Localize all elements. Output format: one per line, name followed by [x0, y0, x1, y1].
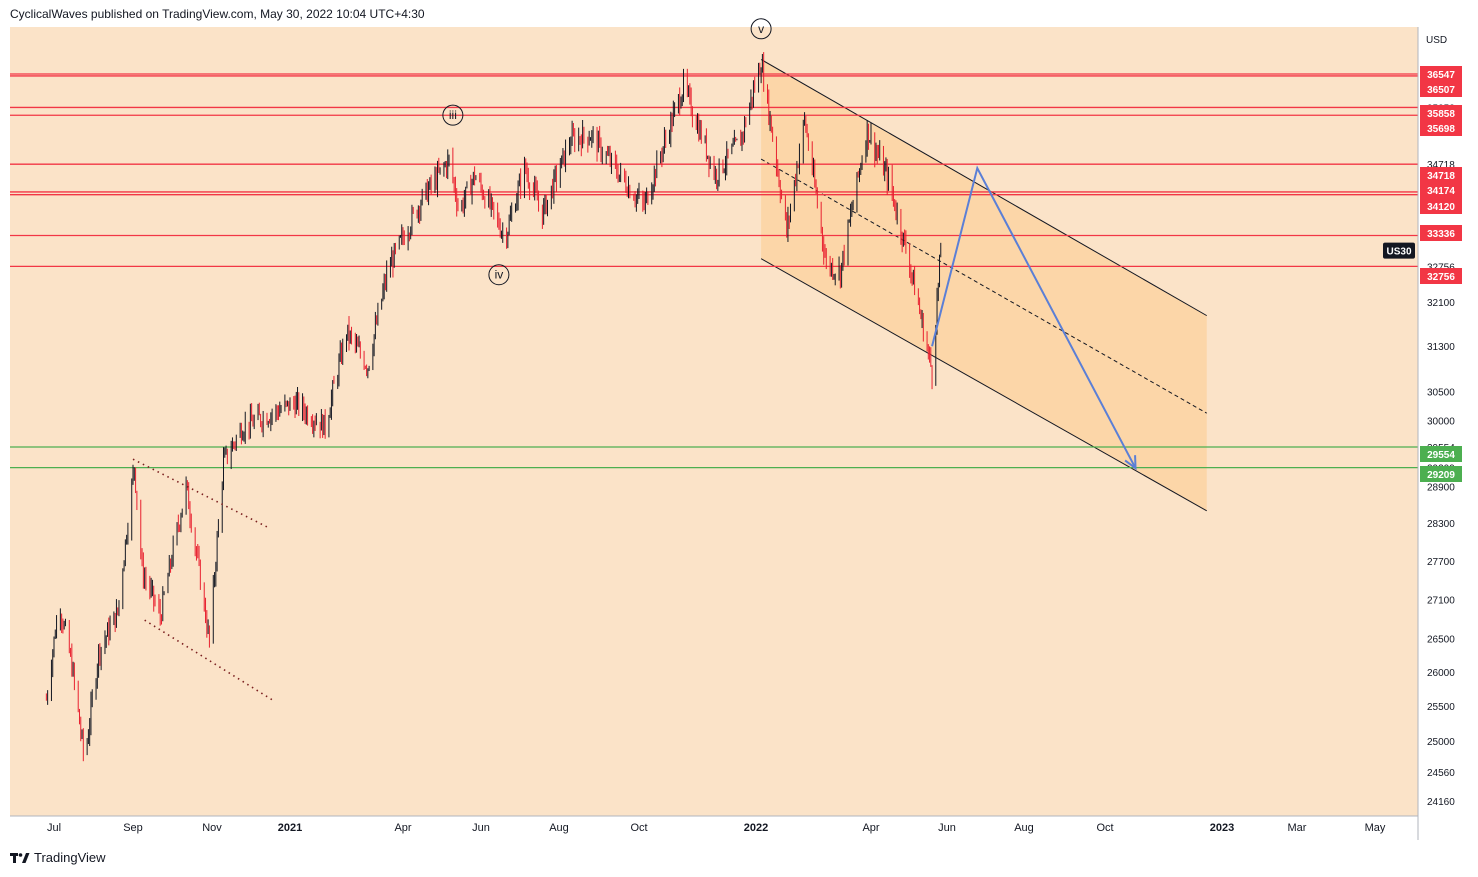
- price-label-box-36507: [1420, 81, 1462, 97]
- wave-label-v: v: [758, 22, 764, 36]
- channel-fill: [761, 59, 1207, 511]
- price-labels: 36547 36507 35858 35698 34718 34174 34120 33336…: [1420, 66, 1462, 482]
- tradingview-logo-icon: [10, 851, 30, 865]
- price-label-box-35698: [1420, 120, 1462, 136]
- time-tick-Aug: Aug: [1014, 822, 1034, 834]
- wave-label-iii: iii: [449, 108, 457, 122]
- price-tick-27700: 27700: [1427, 557, 1455, 568]
- publish-header: CyclicalWaves published on TradingView.c…: [10, 7, 425, 21]
- wave-circle-iii: [442, 104, 464, 126]
- price-tick-32100: 32100: [1427, 298, 1455, 309]
- price-label-29209: 29209: [1427, 470, 1455, 481]
- time-tick-Apr: Apr: [862, 822, 879, 834]
- price-label-box-34718: [1420, 167, 1462, 183]
- time-tick-Oct: Oct: [630, 822, 647, 834]
- price-tick-24560: 24560: [1427, 768, 1455, 779]
- price-label-34174: 34174: [1427, 186, 1455, 197]
- price-tick-28900: 28900: [1427, 482, 1455, 493]
- price-label-box-36547: [1420, 66, 1462, 82]
- time-tick-Jun: Jun: [472, 822, 490, 834]
- falling-wedge: [132, 458, 276, 703]
- price-label-box-34120: [1420, 198, 1462, 214]
- time-tick-Oct: Oct: [1096, 822, 1113, 834]
- price-tick-31300: 31300: [1427, 342, 1455, 353]
- time-tick-2022: 2022: [744, 822, 768, 834]
- channel-lower-line: [760, 258, 1207, 512]
- price-label-36507: 36507: [1427, 85, 1455, 96]
- price-label-box-29554: [1420, 446, 1462, 462]
- wave-circle-iv: [488, 264, 510, 286]
- price-label-35698: 35698: [1427, 124, 1455, 135]
- price-label-34718: 34718: [1427, 171, 1455, 182]
- price-label-29554: 29554: [1427, 450, 1455, 461]
- footer-brand: TradingView: [10, 850, 106, 865]
- price-label-box-33336: [1420, 225, 1462, 241]
- price-tick-26000: 26000: [1427, 668, 1455, 679]
- price-tick-28300: 28300: [1427, 519, 1455, 530]
- time-tick-Aug: Aug: [549, 822, 569, 834]
- time-tick-Nov: Nov: [202, 822, 222, 834]
- price-label-box-35858: [1420, 105, 1462, 121]
- price-label-box-32756: [1420, 268, 1462, 284]
- currency-label: USD: [1426, 35, 1447, 46]
- candles: [45, 52, 942, 762]
- price-label-36547: 36547: [1427, 70, 1455, 81]
- symbol-text: US30: [1386, 247, 1411, 258]
- price-tick-25500: 25500: [1427, 702, 1455, 713]
- price-label-box-34174: [1420, 182, 1462, 198]
- price-tick-26500: 26500: [1427, 635, 1455, 646]
- footer-brand-name: TradingView: [34, 850, 106, 865]
- price-tick-27100: 27100: [1427, 595, 1455, 606]
- symbol-label: US30: [1383, 242, 1415, 259]
- price-label-35858: 35858: [1427, 109, 1455, 120]
- price-tick-30000: 30000: [1427, 417, 1455, 428]
- projection-line: [931, 165, 1137, 469]
- price-tick-30500: 30500: [1427, 388, 1455, 399]
- price-label-33336: 33336: [1427, 229, 1455, 240]
- time-axis[interactable]: Jul Sep Nov 2021 Apr Jun Aug Oct 2022 Apr Jun Aug Oc…: [47, 822, 1386, 834]
- channel-midline: [760, 158, 1207, 414]
- time-tick-Apr: Apr: [394, 822, 411, 834]
- price-tick-25000: 25000: [1427, 737, 1455, 748]
- price-tick-24160: 24160: [1427, 797, 1455, 808]
- plot-background: [10, 27, 1418, 816]
- symbol-box: [1383, 242, 1415, 259]
- time-tick-Sep: Sep: [123, 822, 143, 834]
- price-label-34120: 34120: [1427, 202, 1455, 213]
- wedge-lower-line: [144, 619, 276, 703]
- price-tick-34718: 34718: [1427, 160, 1455, 171]
- descending-channel: [760, 59, 1207, 512]
- time-tick-Jun: Jun: [938, 822, 956, 834]
- time-tick-Jul: Jul: [47, 822, 61, 834]
- time-tick-2021: 2021: [278, 822, 302, 834]
- price-label-32756: 32756: [1427, 272, 1455, 283]
- time-tick-Mar: Mar: [1288, 822, 1307, 834]
- wave-label-iv: iv: [495, 268, 504, 282]
- price-label-box-29209: [1420, 466, 1462, 482]
- price-axis[interactable]: USD 24160 24560 25000 25500 26000 26500 27100 2…: [1426, 35, 1455, 808]
- price-tick-32756: 32756: [1427, 262, 1455, 273]
- time-tick-May: May: [1365, 822, 1386, 834]
- time-tick-2023: 2023: [1210, 822, 1234, 834]
- channel-upper-line: [760, 59, 1207, 317]
- projection-arrowhead: [1124, 455, 1137, 471]
- wave-labels: iii iv v: [442, 18, 772, 286]
- projection-path: [931, 165, 1137, 471]
- wave-circle-v: [750, 18, 772, 40]
